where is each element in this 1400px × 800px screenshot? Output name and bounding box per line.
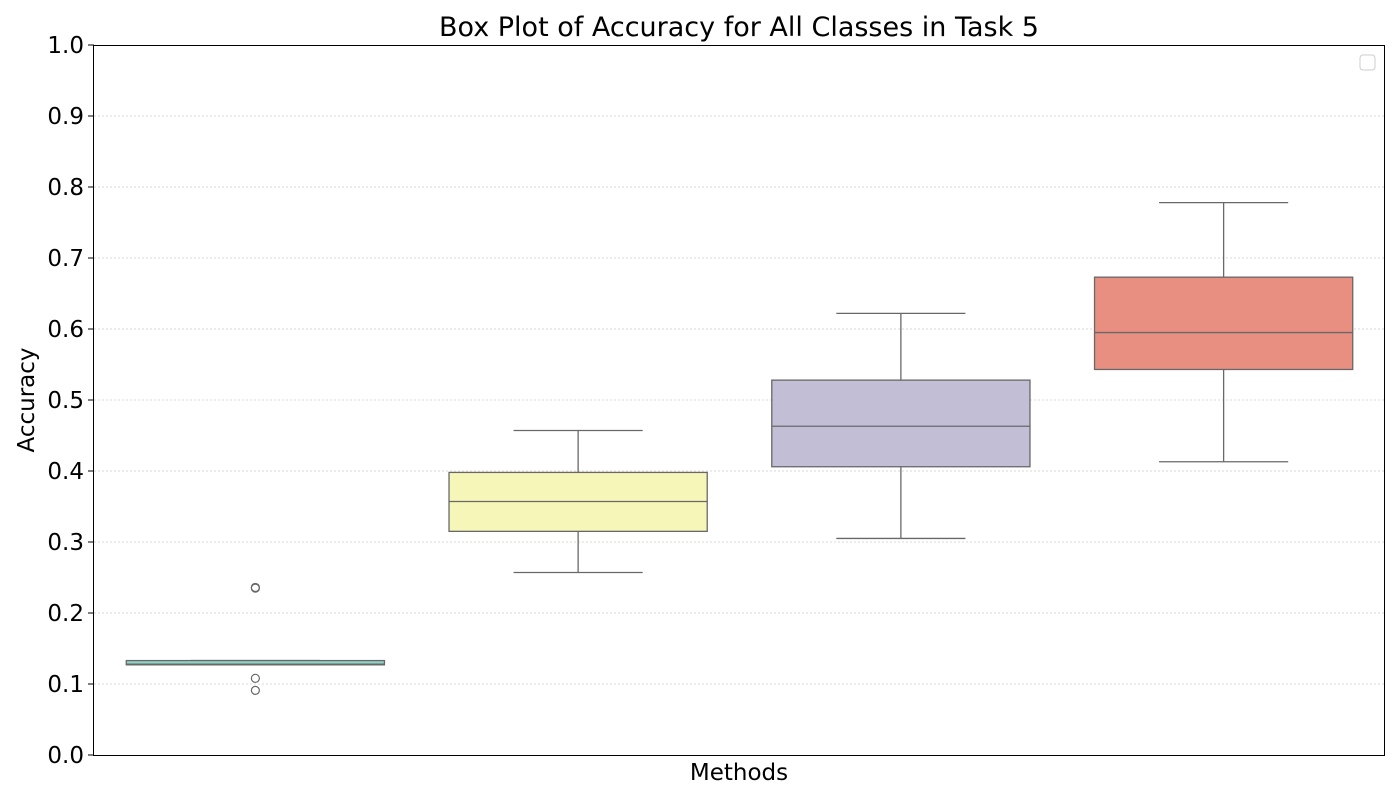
y-tick-label: 0.0: [47, 743, 84, 769]
y-tick-label: 0.8: [47, 175, 84, 201]
y-axis-ticks: 0.0 0.1 0.2 0.3 0.4 0.5 0.6 0.7 0.8 0.9 1.0: [47, 33, 94, 769]
outlier-point: [250, 685, 260, 695]
outlier-point: [250, 673, 260, 683]
y-tick-label: 0.7: [47, 246, 84, 272]
y-tick-label: 0.2: [47, 601, 84, 627]
y-tick-label: 0.5: [47, 388, 84, 414]
y-tick-label: 0.4: [47, 459, 84, 485]
box-group: [1093, 201, 1354, 463]
box-iqr: [125, 659, 386, 666]
y-tick-label: 1.0: [47, 33, 84, 59]
gridlines: [94, 115, 1385, 685]
y-tick-label: 0.1: [47, 672, 84, 698]
chart-title: Box Plot of Accuracy for All Classes in …: [439, 12, 1039, 43]
box-iqr: [1093, 276, 1354, 371]
box-group: [448, 429, 708, 574]
boxes: [125, 201, 1354, 695]
box-group: [125, 582, 386, 695]
y-axis-label: Accuracy: [14, 347, 40, 452]
y-tick-label: 0.9: [47, 104, 84, 130]
x-axis-label: Methods: [690, 760, 788, 786]
legend-box: [1359, 54, 1376, 71]
y-tick-label: 0.6: [47, 317, 84, 343]
y-tick-label: 0.3: [47, 530, 84, 556]
plot-frame: [93, 45, 1385, 756]
box-iqr: [771, 379, 1031, 468]
outlier-point: [250, 582, 260, 593]
box-group: [771, 312, 1031, 540]
